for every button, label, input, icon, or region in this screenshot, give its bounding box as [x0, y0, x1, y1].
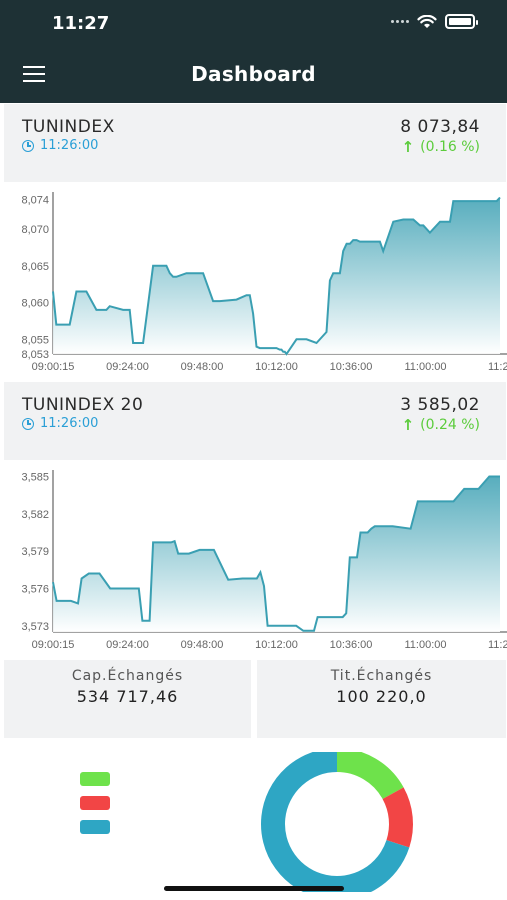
index-change-label: (0.24 %) [420, 417, 480, 433]
index-name: TUNINDEX [22, 117, 115, 137]
signal-icon [391, 20, 409, 23]
donut-slice[interactable] [382, 787, 413, 848]
index-time: 11:26:00 [22, 416, 98, 431]
legend-swatch [80, 820, 110, 834]
y-tick-label: 3,582 [21, 509, 49, 521]
index-change-label: (0.16 %) [420, 139, 480, 155]
home-indicator[interactable] [164, 886, 344, 891]
x-tick-label: 11:24 [488, 639, 507, 651]
y-tick-label: 3,576 [21, 583, 49, 595]
y-tick-label: 8,065 [21, 261, 49, 273]
stat-tit-label: Tit.Échangés [330, 668, 433, 684]
index-time-label: 11:26:00 [40, 416, 99, 431]
stat-cap-echanges: Cap.Échangés 534 717,46 [4, 660, 251, 738]
y-tick-label: 8,053 [21, 349, 49, 361]
clock-icon [22, 417, 34, 430]
legend-swatch [80, 772, 110, 786]
chart-area [53, 197, 500, 354]
x-tick-label: 11:00:00 [404, 639, 446, 651]
index-card-tunindex20[interactable]: TUNINDEX 20 11:26:00 3 585,02 ↑ (0.24 %) [4, 382, 506, 460]
donut-slice[interactable] [336, 748, 404, 800]
x-tick-label: 09:00:15 [32, 361, 75, 373]
stat-tit-value: 100 220,0 [336, 687, 427, 706]
battery-icon [445, 14, 478, 29]
series-line [52, 475, 500, 632]
x-tick-label: 11:00:00 [404, 361, 446, 373]
y-tick-label: 8,055 [21, 334, 49, 346]
chart-tunindex20-svg: 3,585 3,582 3,579 3,576 3,573 09:00:15 09:24:0… [21, 470, 507, 651]
x-tick-label: 10:12:00 [255, 361, 298, 373]
y-tick-label: 8,060 [21, 298, 49, 310]
index-value: 3 585,02 [400, 395, 480, 415]
index-card-tunindex[interactable]: TUNINDEX 11:26:00 8 073,84 ↑ (0.16 %) [4, 104, 506, 182]
index-value: 8 073,84 [400, 117, 480, 137]
y-tick-label: 3,579 [21, 546, 49, 558]
page-title: Dashboard [191, 62, 316, 86]
x-tick-label: 11:24 [488, 361, 507, 373]
donut-slice[interactable] [261, 748, 410, 900]
legend-swatch [80, 796, 110, 810]
y-tick-label: 3,573 [21, 621, 49, 633]
chart-area [53, 476, 500, 632]
status-time: 11:27 [52, 13, 110, 34]
stat-tit-echanges: Tit.Échangés 100 220,0 [257, 660, 506, 738]
menu-icon[interactable] [23, 66, 45, 82]
x-tick-label: 09:24:00 [106, 361, 149, 373]
arrow-up-icon: ↑ [401, 138, 415, 156]
clock-icon [22, 139, 34, 152]
x-tick-label: 10:36:00 [330, 361, 373, 373]
index-time-label: 11:26:00 [40, 138, 99, 153]
y-tick-label: 3,585 [21, 471, 49, 483]
x-tick-label: 09:48:00 [181, 639, 224, 651]
x-tick-label: 09:48:00 [181, 361, 224, 373]
donut-legend [80, 772, 110, 844]
x-tick-label: 09:00:15 [32, 639, 75, 651]
x-tick-label: 10:36:00 [330, 639, 373, 651]
index-change: ↑ (0.16 %) [402, 138, 480, 156]
x-tick-label: 09:24:00 [106, 639, 149, 651]
chart-tunindex: 8,074 8,070 8,065 8,060 8,055 8,053 09:00:15 09… [0, 182, 507, 382]
index-change: ↑ (0.24 %) [402, 416, 480, 434]
index-time: 11:26:00 [22, 138, 98, 153]
donut-chart-svg [261, 748, 413, 900]
donut-chart [252, 748, 422, 900]
x-tick-label: 10:12:00 [255, 639, 298, 651]
chart-tunindex20: 3,585 3,582 3,579 3,576 3,573 09:00:15 09:24:0… [0, 460, 507, 660]
arrow-up-icon: ↑ [401, 416, 415, 434]
y-tick-label: 8,074 [21, 195, 49, 207]
stat-cap-label: Cap.Échangés [71, 668, 184, 684]
status-icons [391, 14, 478, 29]
y-tick-label: 8,070 [21, 224, 49, 236]
app-header: 11:27 Dashboard [0, 0, 507, 103]
index-name: TUNINDEX 20 [22, 395, 144, 415]
series-line [52, 196, 501, 356]
wifi-icon [417, 14, 437, 28]
stat-cap-value: 534 717,46 [76, 687, 179, 706]
